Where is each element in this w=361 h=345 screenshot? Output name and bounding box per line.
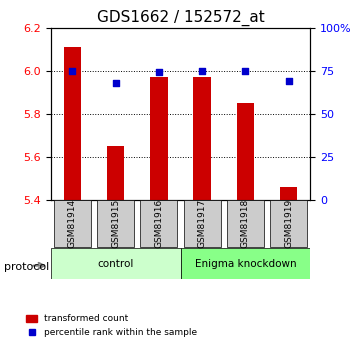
- Bar: [237, 103, 254, 200]
- Text: GSM81916: GSM81916: [155, 199, 163, 248]
- Point: [113, 80, 118, 86]
- Bar: [107, 146, 124, 200]
- Text: protocol: protocol: [4, 263, 49, 272]
- FancyBboxPatch shape: [54, 200, 91, 247]
- Text: Enigma knockdown: Enigma knockdown: [195, 259, 296, 269]
- Text: GSM81919: GSM81919: [284, 199, 293, 248]
- Text: GSM81914: GSM81914: [68, 199, 77, 248]
- Point: [69, 68, 75, 73]
- Text: GSM81918: GSM81918: [241, 199, 250, 248]
- Point: [243, 68, 248, 73]
- FancyBboxPatch shape: [180, 248, 310, 279]
- FancyBboxPatch shape: [97, 200, 134, 247]
- Text: GSM81915: GSM81915: [111, 199, 120, 248]
- Title: GDS1662 / 152572_at: GDS1662 / 152572_at: [97, 10, 264, 26]
- Text: control: control: [97, 259, 134, 269]
- Bar: [150, 77, 168, 200]
- Point: [286, 78, 292, 84]
- Bar: [64, 47, 81, 200]
- Legend: transformed count, percentile rank within the sample: transformed count, percentile rank withi…: [23, 311, 201, 341]
- Bar: [193, 77, 211, 200]
- FancyBboxPatch shape: [51, 248, 180, 279]
- FancyBboxPatch shape: [140, 200, 177, 247]
- Bar: [280, 187, 297, 200]
- FancyBboxPatch shape: [227, 200, 264, 247]
- Point: [199, 68, 205, 73]
- Point: [156, 70, 162, 75]
- Text: GSM81917: GSM81917: [198, 199, 206, 248]
- FancyBboxPatch shape: [184, 200, 221, 247]
- FancyBboxPatch shape: [270, 200, 307, 247]
